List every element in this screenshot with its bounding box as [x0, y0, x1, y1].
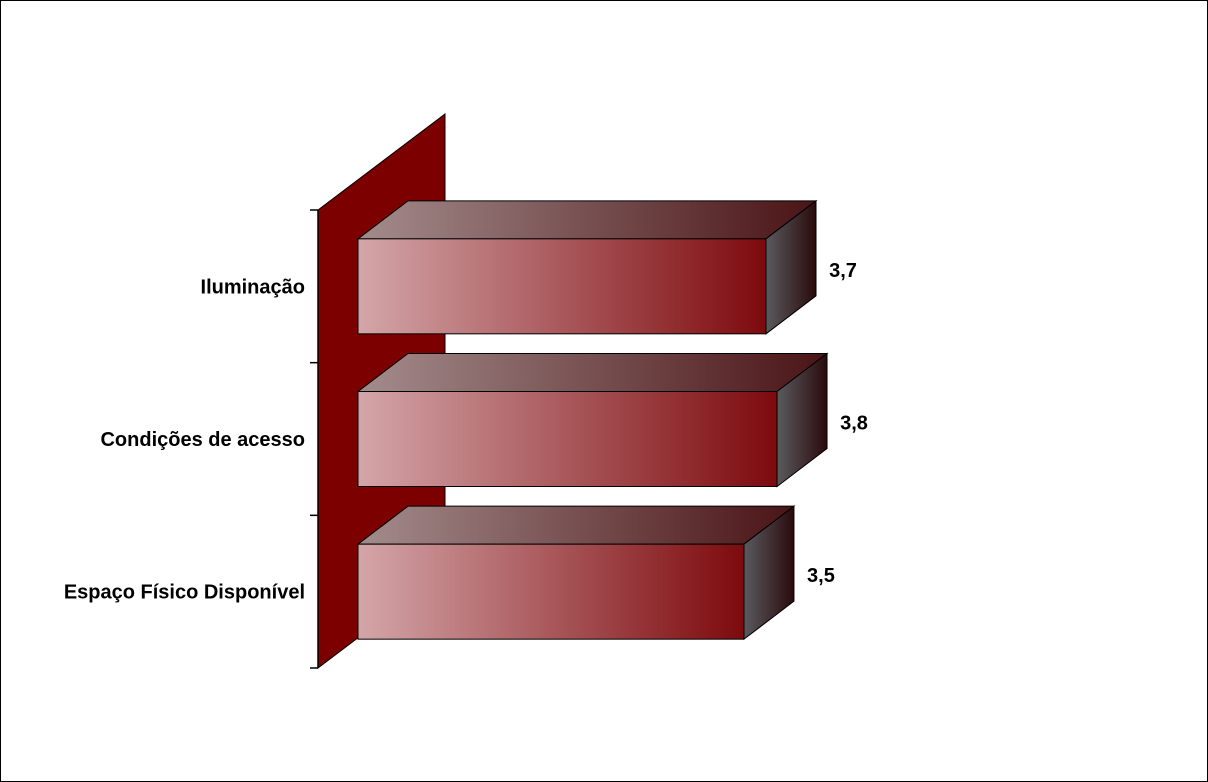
bar-front-face: [357, 543, 745, 640]
bars: [356, 199, 829, 641]
bar: [356, 352, 829, 488]
bar-front-face: [357, 238, 767, 335]
value-label: 3,7: [829, 260, 857, 282]
value-label: 3,8: [840, 413, 868, 435]
category-labels: Espaço Físico Disponível Condições de ace…: [64, 276, 305, 603]
category-label: Espaço Físico Disponível: [64, 582, 305, 604]
bar-front-face: [357, 391, 778, 487]
bar-top-face: [356, 505, 796, 545]
value-labels: 3,5 3,8 3,7: [807, 260, 868, 587]
value-label: 3,5: [807, 565, 835, 587]
category-label: Condições de acesso: [100, 429, 305, 451]
bar: [356, 505, 796, 641]
axis-ticks: [310, 209, 318, 669]
category-label: Iluminação: [201, 276, 305, 298]
bar-top-face: [356, 353, 829, 392]
bar: [356, 199, 818, 335]
bar-top-face: [356, 200, 818, 240]
